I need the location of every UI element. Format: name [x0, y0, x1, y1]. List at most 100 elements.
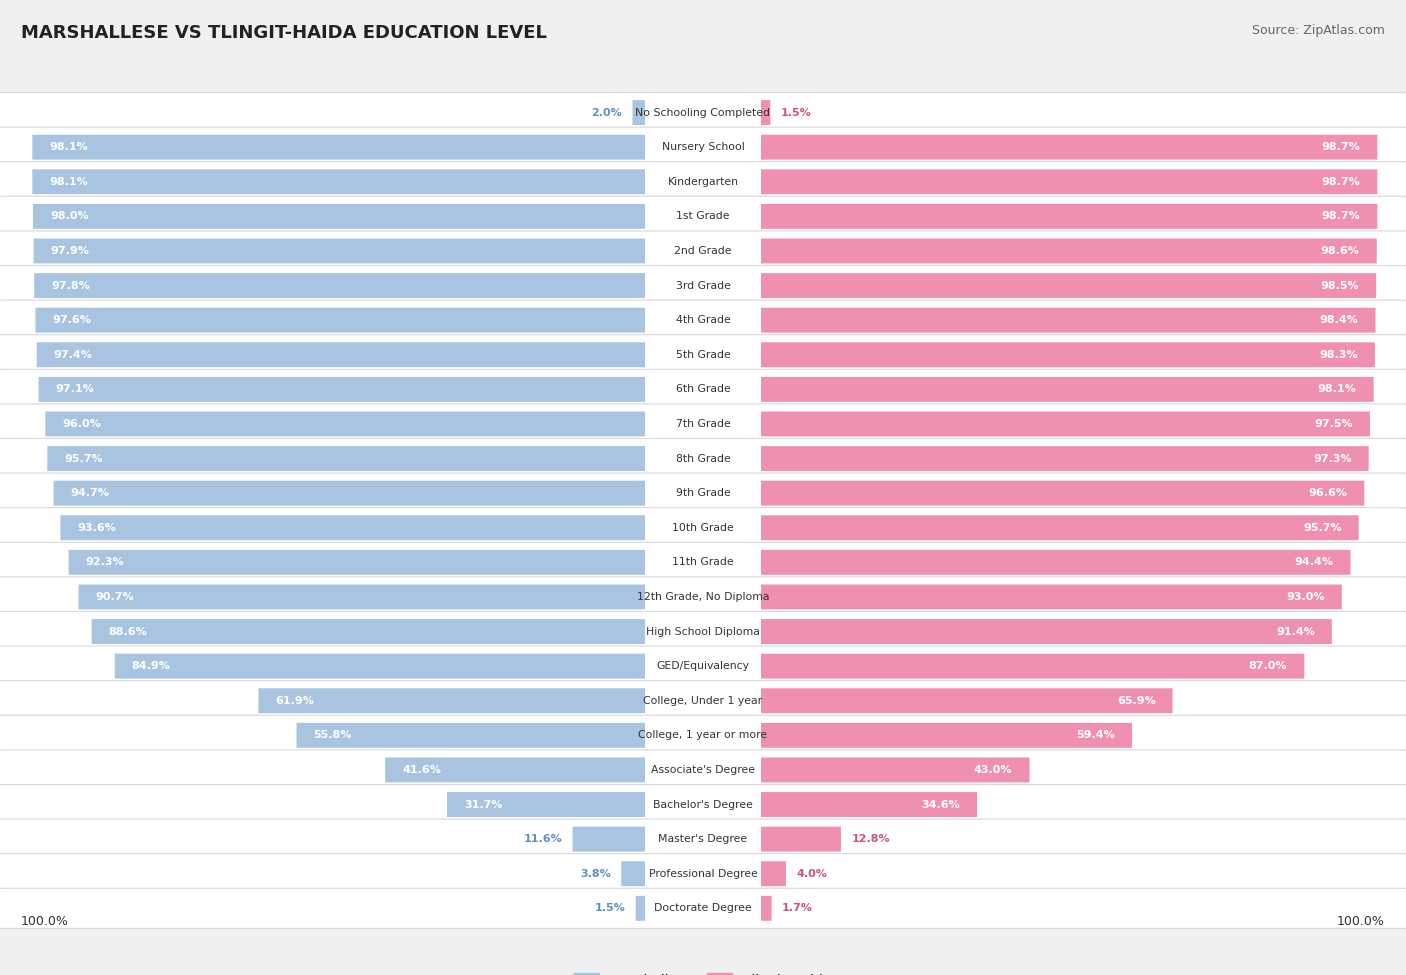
FancyBboxPatch shape [761, 100, 770, 125]
FancyBboxPatch shape [0, 334, 1406, 374]
FancyBboxPatch shape [761, 722, 1132, 748]
Text: Kindergarten: Kindergarten [668, 176, 738, 187]
Text: 97.1%: 97.1% [56, 384, 94, 394]
FancyBboxPatch shape [0, 819, 1406, 859]
FancyBboxPatch shape [0, 404, 1406, 444]
FancyBboxPatch shape [259, 688, 645, 713]
FancyBboxPatch shape [0, 750, 1406, 790]
Text: 97.3%: 97.3% [1313, 453, 1351, 463]
Text: 94.7%: 94.7% [70, 488, 110, 498]
FancyBboxPatch shape [761, 273, 1376, 298]
FancyBboxPatch shape [34, 273, 645, 298]
Text: 11.6%: 11.6% [523, 835, 562, 844]
Text: 12th Grade, No Diploma: 12th Grade, No Diploma [637, 592, 769, 602]
Text: College, 1 year or more: College, 1 year or more [638, 730, 768, 740]
Text: 97.9%: 97.9% [51, 246, 90, 256]
Text: 59.4%: 59.4% [1076, 730, 1115, 740]
Text: Bachelor's Degree: Bachelor's Degree [652, 800, 754, 809]
Text: 1.7%: 1.7% [782, 903, 813, 914]
Text: MARSHALLESE VS TLINGIT-HAIDA EDUCATION LEVEL: MARSHALLESE VS TLINGIT-HAIDA EDUCATION L… [21, 24, 547, 42]
Text: 4.0%: 4.0% [796, 869, 827, 878]
FancyBboxPatch shape [0, 370, 1406, 409]
Text: Source: ZipAtlas.com: Source: ZipAtlas.com [1251, 24, 1385, 37]
Text: 41.6%: 41.6% [402, 765, 441, 775]
FancyBboxPatch shape [0, 542, 1406, 582]
FancyBboxPatch shape [32, 204, 645, 229]
FancyBboxPatch shape [761, 827, 841, 851]
Text: 93.6%: 93.6% [77, 523, 117, 532]
Text: 11th Grade: 11th Grade [672, 558, 734, 567]
Text: 98.1%: 98.1% [49, 142, 89, 152]
FancyBboxPatch shape [761, 308, 1375, 332]
Text: 98.7%: 98.7% [1322, 176, 1361, 187]
Text: 3rd Grade: 3rd Grade [675, 281, 731, 291]
FancyBboxPatch shape [69, 550, 645, 575]
Text: 97.5%: 97.5% [1315, 419, 1353, 429]
Text: 97.8%: 97.8% [51, 281, 90, 291]
FancyBboxPatch shape [761, 170, 1378, 194]
Text: Nursery School: Nursery School [662, 142, 744, 152]
FancyBboxPatch shape [761, 619, 1331, 644]
FancyBboxPatch shape [0, 196, 1406, 237]
FancyBboxPatch shape [761, 861, 786, 886]
Text: 5th Grade: 5th Grade [676, 350, 730, 360]
FancyBboxPatch shape [761, 135, 1378, 160]
Text: 55.8%: 55.8% [314, 730, 352, 740]
FancyBboxPatch shape [761, 239, 1376, 263]
FancyBboxPatch shape [0, 854, 1406, 894]
FancyBboxPatch shape [761, 481, 1364, 506]
Text: 31.7%: 31.7% [464, 800, 502, 809]
FancyBboxPatch shape [32, 170, 645, 194]
FancyBboxPatch shape [761, 204, 1378, 229]
Text: 7th Grade: 7th Grade [676, 419, 730, 429]
Text: 96.0%: 96.0% [62, 419, 101, 429]
FancyBboxPatch shape [636, 896, 645, 920]
Text: 65.9%: 65.9% [1116, 696, 1156, 706]
Text: 98.7%: 98.7% [1322, 212, 1361, 221]
Text: 4th Grade: 4th Grade [676, 315, 730, 326]
FancyBboxPatch shape [761, 342, 1375, 368]
Legend: Marshallese, Tlingit-Haida: Marshallese, Tlingit-Haida [569, 967, 837, 975]
Text: 34.6%: 34.6% [921, 800, 960, 809]
Text: 2nd Grade: 2nd Grade [675, 246, 731, 256]
FancyBboxPatch shape [0, 888, 1406, 928]
FancyBboxPatch shape [0, 716, 1406, 756]
Text: 8th Grade: 8th Grade [676, 453, 730, 463]
Text: 10th Grade: 10th Grade [672, 523, 734, 532]
Text: 100.0%: 100.0% [1337, 915, 1385, 928]
FancyBboxPatch shape [0, 577, 1406, 617]
Text: Master's Degree: Master's Degree [658, 835, 748, 844]
FancyBboxPatch shape [38, 377, 645, 402]
Text: 98.3%: 98.3% [1319, 350, 1358, 360]
Text: No Schooling Completed: No Schooling Completed [636, 107, 770, 118]
Text: 61.9%: 61.9% [276, 696, 315, 706]
Text: 2.0%: 2.0% [592, 107, 623, 118]
FancyBboxPatch shape [761, 792, 977, 817]
Text: Professional Degree: Professional Degree [648, 869, 758, 878]
FancyBboxPatch shape [633, 100, 645, 125]
FancyBboxPatch shape [0, 93, 1406, 133]
Text: High School Diploma: High School Diploma [647, 627, 759, 637]
FancyBboxPatch shape [60, 516, 645, 540]
FancyBboxPatch shape [0, 162, 1406, 202]
Text: 100.0%: 100.0% [21, 915, 69, 928]
Text: 98.0%: 98.0% [51, 212, 89, 221]
Text: 9th Grade: 9th Grade [676, 488, 730, 498]
Text: Doctorate Degree: Doctorate Degree [654, 903, 752, 914]
FancyBboxPatch shape [0, 127, 1406, 168]
FancyBboxPatch shape [761, 377, 1374, 402]
FancyBboxPatch shape [91, 619, 645, 644]
Text: 6th Grade: 6th Grade [676, 384, 730, 394]
FancyBboxPatch shape [45, 411, 645, 437]
FancyBboxPatch shape [0, 265, 1406, 305]
FancyBboxPatch shape [447, 792, 645, 817]
FancyBboxPatch shape [761, 550, 1351, 575]
Text: 93.0%: 93.0% [1286, 592, 1324, 602]
FancyBboxPatch shape [297, 722, 645, 748]
FancyBboxPatch shape [385, 758, 645, 782]
Text: 87.0%: 87.0% [1249, 661, 1288, 671]
Text: 92.3%: 92.3% [86, 558, 124, 567]
Text: 88.6%: 88.6% [108, 627, 148, 637]
Text: 98.4%: 98.4% [1320, 315, 1358, 326]
Text: 95.7%: 95.7% [1303, 523, 1341, 532]
